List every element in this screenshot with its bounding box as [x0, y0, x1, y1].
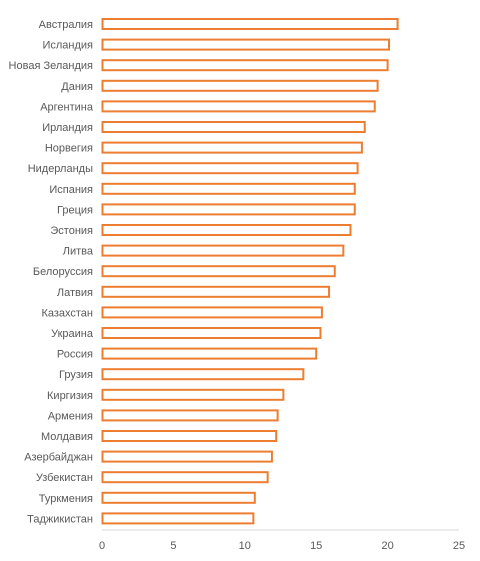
category-label: Туркмения: [39, 493, 93, 505]
bar: [101, 368, 305, 381]
bar: [101, 121, 366, 133]
bar: [101, 38, 391, 51]
category-label: Молдавия: [41, 431, 93, 443]
category-label: Австралия: [39, 19, 93, 31]
bar: [101, 265, 336, 278]
bars: [101, 18, 399, 525]
bar: [101, 203, 356, 216]
bar: [101, 79, 379, 92]
category-label: Узбекистан: [36, 472, 93, 484]
bar: [101, 450, 273, 463]
category-label: Дания: [61, 81, 93, 93]
category-label: Киргизия: [47, 390, 93, 402]
x-tick-label: 20: [381, 540, 393, 552]
category-label: Эстония: [50, 225, 93, 237]
category-label: Латвия: [57, 287, 93, 299]
bar: [101, 18, 399, 30]
category-label: Испания: [49, 184, 93, 196]
category-label: Исландия: [42, 40, 93, 52]
category-label: Новая Зеландия: [9, 60, 93, 72]
category-label: Норвегия: [45, 143, 93, 155]
category-label: Украина: [51, 328, 94, 340]
bar: [101, 430, 278, 442]
bar: [101, 388, 285, 401]
category-label: Азербайджан: [24, 452, 93, 464]
bar: [101, 285, 331, 298]
bar: [101, 162, 359, 175]
category-label: Белоруссия: [33, 266, 93, 278]
category-label: Грузия: [59, 369, 93, 381]
x-tick-label: 0: [99, 540, 105, 552]
bar: [101, 306, 323, 319]
category-labels: Австралия Исландия Новая Зеландия Дания Арге…: [9, 19, 94, 525]
x-tick-label: 10: [239, 540, 251, 552]
bar: [101, 491, 256, 504]
bar: [101, 244, 345, 257]
bar: [101, 327, 322, 339]
bar: [101, 59, 389, 72]
category-label: Россия: [57, 349, 93, 361]
x-axis-ticks: 0 5 10 15 20 25: [99, 540, 465, 552]
category-label: Таджикистан: [27, 513, 93, 525]
bar: [101, 100, 376, 113]
bar: [101, 224, 352, 236]
bar: [101, 471, 269, 484]
x-tick-label: 5: [170, 540, 176, 552]
category-label: Аргентина: [40, 101, 94, 113]
category-label: Армения: [48, 410, 93, 422]
category-label: Греция: [57, 204, 93, 216]
bar: [101, 512, 255, 525]
x-tick-label: 25: [453, 540, 465, 552]
bar: [101, 409, 279, 422]
bar: [101, 182, 356, 195]
x-tick-label: 15: [310, 540, 322, 552]
bar: [101, 141, 363, 154]
bar: [101, 347, 318, 360]
category-label: Литва: [63, 246, 94, 258]
category-label: Казахстан: [41, 307, 93, 319]
category-label: Ирландия: [42, 122, 93, 134]
category-label: Нидерланды: [28, 163, 93, 175]
